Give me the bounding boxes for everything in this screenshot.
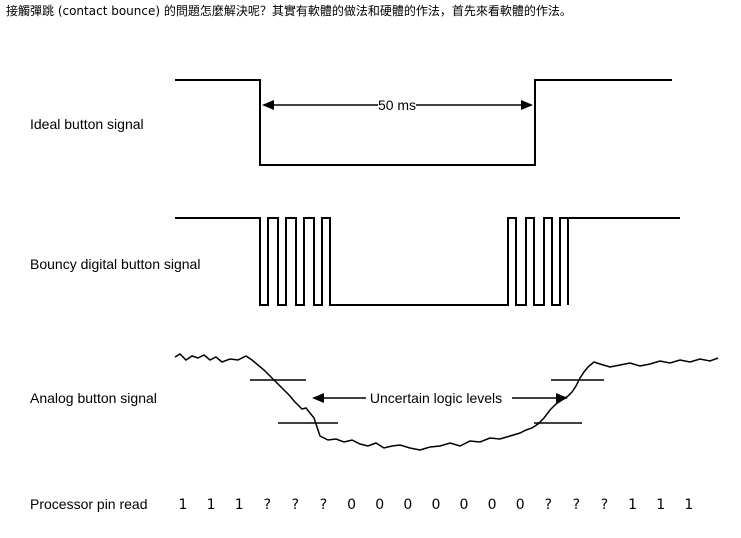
processor-read-value: 0 bbox=[516, 497, 525, 513]
uncertain-arrows bbox=[312, 393, 568, 403]
intro-paragraph: 接觸彈跳 (contact bounce) 的問題怎麼解決呢？其實有軟體的做法和… bbox=[6, 4, 572, 18]
processor-read-value: 1 bbox=[684, 497, 693, 513]
processor-read-value: 1 bbox=[628, 497, 637, 513]
processor-read-value: ? bbox=[264, 497, 271, 513]
bouncy-signal-label: Bouncy digital button signal bbox=[30, 256, 200, 272]
ideal-signal-label: Ideal button signal bbox=[30, 116, 144, 132]
processor-read-value: ? bbox=[573, 497, 580, 513]
processor-read-value: 0 bbox=[375, 497, 384, 513]
processor-read-value: 0 bbox=[347, 497, 356, 513]
processor-read-value: ? bbox=[292, 497, 299, 513]
bouncy-signal-waveform bbox=[175, 217, 680, 306]
threshold-lines bbox=[250, 379, 604, 424]
processor-read-value: 1 bbox=[656, 497, 665, 513]
analog-signal-label: Analog button signal bbox=[30, 390, 157, 406]
duration-arrow bbox=[262, 100, 533, 110]
processor-read-value: ? bbox=[320, 497, 327, 513]
processor-read-value: 0 bbox=[403, 497, 412, 513]
processor-read-value: ? bbox=[545, 497, 552, 513]
analog-signal-waveform bbox=[174, 353, 719, 451]
uncertain-label: Uncertain logic levels bbox=[370, 390, 502, 406]
processor-read-label: Processor pin read bbox=[30, 496, 148, 512]
processor-read-value: 1 bbox=[235, 497, 244, 513]
processor-read-value: 0 bbox=[488, 497, 497, 513]
processor-read-value: 1 bbox=[207, 497, 216, 513]
processor-read-value: 0 bbox=[460, 497, 469, 513]
processor-read-value: 0 bbox=[431, 497, 440, 513]
processor-read-value: 1 bbox=[179, 497, 188, 513]
duration-label: 50 ms bbox=[378, 97, 416, 113]
processor-read-value: ? bbox=[601, 497, 608, 513]
processor-reads: 1 1 1??? 0 0 0 0 0 0 0??? 1 1 1 bbox=[179, 497, 694, 513]
ideal-signal-waveform bbox=[175, 79, 672, 166]
